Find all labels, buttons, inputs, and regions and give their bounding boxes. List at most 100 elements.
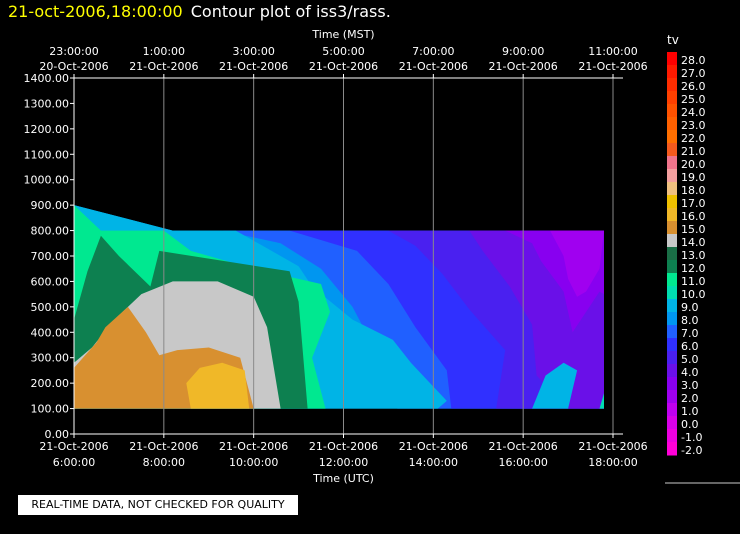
colorbar-value: 9.0 xyxy=(681,301,699,314)
colorbar-swatch xyxy=(667,377,677,391)
y-tick-label: 300.00 xyxy=(31,352,70,365)
colorbar-value: 15.0 xyxy=(681,223,706,236)
x-tick-date: 21-Oct-2006 xyxy=(399,440,468,453)
colorbar-swatch xyxy=(667,104,677,118)
top-tick-date: 21-Oct-2006 xyxy=(219,60,288,73)
colorbar-value: 6.0 xyxy=(681,340,699,353)
y-tick-label: 400.00 xyxy=(31,326,70,339)
colorbar-swatch xyxy=(667,143,677,157)
colorbar-swatch xyxy=(667,312,677,326)
colorbar: tv28.027.026.025.024.023.022.021.020.019… xyxy=(665,33,740,484)
top-tick-date: 20-Oct-2006 xyxy=(39,60,108,73)
colorbar-swatch xyxy=(667,65,677,79)
axes: 0.00 100.00 200.00 300.00 400.00 500.00 600.00… xyxy=(24,28,648,485)
x-tick-time: 6:00:00 xyxy=(53,456,95,469)
quality-notice: REAL-TIME DATA, NOT CHECKED FOR QUALITY xyxy=(18,495,298,515)
colorbar-value: 25.0 xyxy=(681,93,706,106)
contour-region-7 xyxy=(532,362,578,409)
y-tick-label: 800.00 xyxy=(31,225,70,238)
top-tick-date: 21-Oct-2006 xyxy=(399,60,468,73)
y-tick-label: 1200.00 xyxy=(24,123,70,136)
y-tick-label: 1300.00 xyxy=(24,97,70,110)
colorbar-swatch xyxy=(667,208,677,222)
page-title: Contour plot of iss3/rass. xyxy=(190,2,391,21)
y-tick-label: 0.00 xyxy=(45,428,70,441)
contour-region-8 xyxy=(599,393,604,409)
colorbar-swatch xyxy=(667,273,677,287)
colorbar-swatch xyxy=(667,156,677,170)
colorbar-value: 8.0 xyxy=(681,314,699,327)
colorbar-value: 28.0 xyxy=(681,54,706,67)
colorbar-swatch xyxy=(667,247,677,261)
x-tick-date: 21-Oct-2006 xyxy=(39,440,108,453)
colorbar-swatch xyxy=(667,130,677,144)
colorbar-value: 13.0 xyxy=(681,249,706,262)
top-tick-time: 5:00:00 xyxy=(322,45,364,58)
top-tick-time: 23:00:00 xyxy=(49,45,98,58)
top-tick-time: 11:00:00 xyxy=(588,45,637,58)
colorbar-value: 26.0 xyxy=(681,80,706,93)
colorbar-swatch xyxy=(667,338,677,352)
top-tick-date: 21-Oct-2006 xyxy=(578,60,647,73)
colorbar-swatch xyxy=(667,429,677,443)
colorbar-swatch xyxy=(667,286,677,300)
colorbar-value: 24.0 xyxy=(681,106,706,119)
y-tick-label: 200.00 xyxy=(31,377,70,390)
colorbar-value: 0.0 xyxy=(681,418,699,431)
top-axis-label: Time (MST) xyxy=(311,28,374,41)
colorbar-swatch xyxy=(667,78,677,92)
colorbar-swatch xyxy=(667,416,677,430)
x-tick-date: 21-Oct-2006 xyxy=(578,440,647,453)
y-tick-label: 1400.00 xyxy=(24,72,70,85)
top-tick-time: 3:00:00 xyxy=(232,45,274,58)
colorbar-value: 19.0 xyxy=(681,171,706,184)
colorbar-swatch xyxy=(667,221,677,235)
y-tick-label: 900.00 xyxy=(31,199,70,212)
top-tick-time: 1:00:00 xyxy=(143,45,185,58)
y-tick-label: 100.00 xyxy=(31,403,70,416)
colorbar-swatch xyxy=(667,117,677,131)
colorbar-value: 27.0 xyxy=(681,67,706,80)
x-tick-time: 10:00:00 xyxy=(229,456,278,469)
colorbar-swatch xyxy=(667,260,677,274)
colorbar-swatch xyxy=(667,403,677,417)
colorbar-value: 2.0 xyxy=(681,392,699,405)
colorbar-value: 5.0 xyxy=(681,353,699,366)
plot-area xyxy=(74,205,604,409)
x-tick-time: 16:00:00 xyxy=(498,456,547,469)
title-bar: 21-oct-2006,18:00:00 Contour plot of iss3… xyxy=(8,2,391,21)
colorbar-value: 11.0 xyxy=(681,275,706,288)
top-tick-time: 9:00:00 xyxy=(502,45,544,58)
colorbar-value: 3.0 xyxy=(681,379,699,392)
top-tick-time: 7:00:00 xyxy=(412,45,454,58)
top-tick-date: 21-Oct-2006 xyxy=(489,60,558,73)
x-tick-time: 14:00:00 xyxy=(409,456,458,469)
colorbar-value: -1.0 xyxy=(681,431,702,444)
colorbar-value: 22.0 xyxy=(681,132,706,145)
colorbar-value: 7.0 xyxy=(681,327,699,340)
colorbar-value: -2.0 xyxy=(681,444,702,457)
colorbar-swatch xyxy=(667,364,677,378)
colorbar-swatch xyxy=(667,390,677,404)
x-tick-time: 8:00:00 xyxy=(143,456,185,469)
x-tick-date: 21-Oct-2006 xyxy=(489,440,558,453)
x-tick-date: 21-Oct-2006 xyxy=(219,440,288,453)
colorbar-value: 1.0 xyxy=(681,405,699,418)
colorbar-swatch xyxy=(667,52,677,66)
y-tick-label: 500.00 xyxy=(31,301,70,314)
colorbar-swatch xyxy=(667,299,677,313)
colorbar-swatch xyxy=(667,182,677,196)
y-tick-label: 1100.00 xyxy=(24,148,70,161)
colorbar-value: 4.0 xyxy=(681,366,699,379)
colorbar-label: tv xyxy=(667,33,679,47)
top-tick-date: 21-Oct-2006 xyxy=(129,60,198,73)
colorbar-swatch xyxy=(667,442,677,456)
x-tick-date: 21-Oct-2006 xyxy=(129,440,198,453)
x-tick-time: 12:00:00 xyxy=(319,456,368,469)
colorbar-swatch xyxy=(667,169,677,183)
contour-region-14 xyxy=(186,362,250,409)
x-tick-time: 18:00:00 xyxy=(588,456,637,469)
colorbar-swatch xyxy=(667,325,677,339)
colorbar-value: 16.0 xyxy=(681,210,706,223)
